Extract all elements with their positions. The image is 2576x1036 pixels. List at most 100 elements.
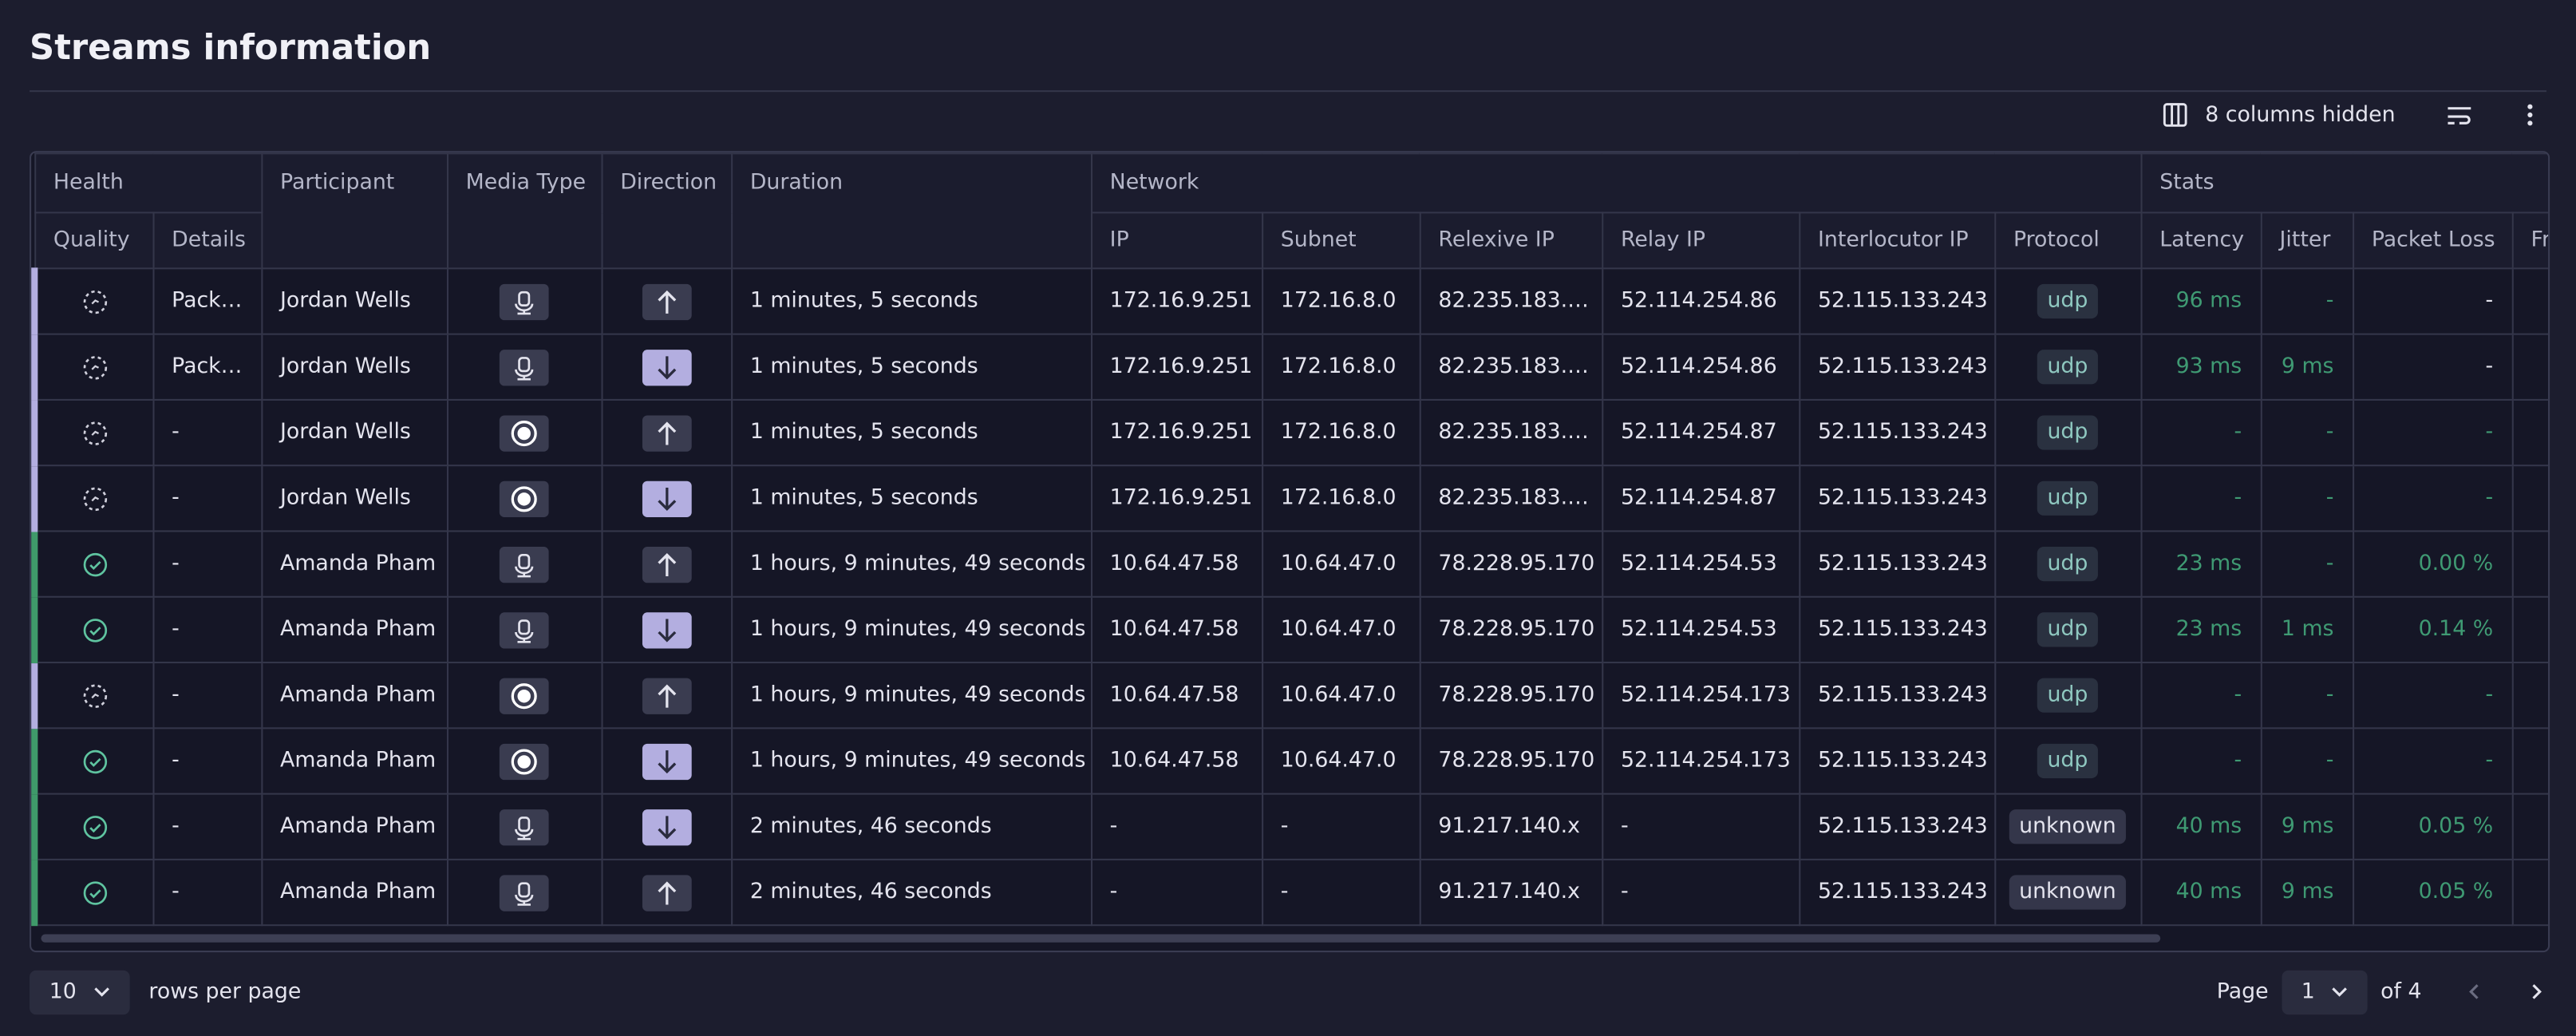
media-type-badge: [500, 743, 549, 779]
packet-loss-cell: -: [2353, 728, 2512, 793]
interlocutor-ip-cell: 52.115.133.243: [1799, 794, 1994, 860]
media-type-badge: [500, 283, 549, 319]
duration-cell: 1 hours, 9 minutes, 49 seconds: [731, 662, 1091, 728]
participant-cell: Jordan Wells: [261, 400, 447, 465]
subnet-cell: 172.16.8.0: [1262, 334, 1420, 400]
ip-cell: 10.64.47.58: [1091, 662, 1262, 728]
stream-row[interactable]: -Amanda Pham1 hours, 9 minutes, 49 secon…: [34, 531, 2550, 596]
interlocutor-ip-cell: 52.115.133.243: [1799, 531, 1994, 596]
quality-icon: [81, 682, 108, 709]
column-header[interactable]: Participant: [261, 153, 447, 268]
prev-page[interactable]: [2464, 982, 2484, 1002]
column-header[interactable]: Interlocutor IP: [1799, 212, 1994, 268]
column-header[interactable]: Fr: [2512, 212, 2550, 268]
column-header[interactable]: Direction: [602, 153, 732, 268]
duration-cell: 1 hours, 9 minutes, 49 seconds: [731, 728, 1091, 793]
protocol-tag: unknown: [2009, 809, 2126, 844]
direction-cell: [602, 400, 732, 465]
direction-cell: [602, 794, 732, 860]
ip-cell: 10.64.47.58: [1091, 531, 1262, 596]
relay-ip-cell: -: [1602, 860, 1799, 925]
media-icon: [500, 809, 549, 844]
jitter-cell: -: [2261, 268, 2353, 334]
direction-badge: [642, 611, 691, 647]
direction-cell: [602, 465, 732, 531]
column-header[interactable]: Quality: [34, 212, 152, 268]
packet-loss-cell: 0.00 %: [2353, 531, 2512, 596]
panel-title: Streams information: [30, 28, 431, 67]
subnet-cell: 172.16.8.0: [1262, 465, 1420, 531]
scrollbar[interactable]: [41, 934, 2160, 942]
relay-ip-cell: 52.114.254.173: [1602, 728, 1799, 793]
quality-cell: [34, 728, 152, 793]
ip-cell: 172.16.9.251: [1091, 268, 1262, 334]
column-header[interactable]: Subnet: [1262, 212, 1420, 268]
overflow-cell: [2512, 597, 2550, 662]
page-size-select[interactable]: 10: [30, 970, 129, 1014]
column-header[interactable]: Latency: [2141, 212, 2261, 268]
column-header[interactable]: Protocol: [1994, 212, 2140, 268]
latency-cell: 23 ms: [2141, 531, 2261, 596]
stream-row[interactable]: -Amanda Pham1 hours, 9 minutes, 49 secon…: [34, 662, 2550, 728]
stream-row[interactable]: -Jordan Wells1 minutes, 5 seconds172.16.…: [34, 465, 2550, 531]
packet-loss-cell: 0.05 %: [2353, 860, 2512, 925]
columns-icon[interactable]: [2163, 102, 2189, 129]
column-header[interactable]: Jitter: [2261, 212, 2353, 268]
relexive-ip-cell: 78.228.95.170: [1420, 597, 1602, 662]
column-header[interactable]: IP: [1091, 212, 1262, 268]
relexive-ip-cell: 91.217.140.x: [1420, 794, 1602, 860]
details-cell: -: [152, 794, 261, 860]
relexive-ip-cell: 78.228.95.170: [1420, 728, 1602, 793]
page-select[interactable]: 1: [2282, 970, 2368, 1014]
stream-row[interactable]: Pack…Jordan Wells1 minutes, 5 seconds172…: [34, 268, 2550, 334]
stream-row[interactable]: -Amanda Pham1 hours, 9 minutes, 49 secon…: [34, 597, 2550, 662]
hidden-columns-button[interactable]: 8 columns hidden: [2205, 103, 2395, 128]
direction-cell: [602, 728, 732, 793]
overflow-cell: [2512, 531, 2550, 596]
stream-row[interactable]: -Amanda Pham2 minutes, 46 seconds--91.21…: [34, 794, 2550, 860]
quality-cell: [34, 268, 152, 334]
group-header-row: HealthParticipantMedia TypeDirectionDura…: [34, 153, 2550, 212]
column-header[interactable]: Duration: [731, 153, 1091, 268]
interlocutor-ip-cell: 52.115.133.243: [1799, 400, 1994, 465]
jitter-cell: 9 ms: [2261, 794, 2353, 860]
packet-loss-cell: -: [2353, 662, 2512, 728]
overflow-cell: [2512, 465, 2550, 531]
quality-icon: [81, 551, 108, 577]
column-header[interactable]: Media Type: [447, 153, 602, 268]
stream-row[interactable]: -Amanda Pham1 hours, 9 minutes, 49 secon…: [34, 728, 2550, 793]
media-type-badge: [500, 611, 549, 647]
column-header[interactable]: Relexive IP: [1420, 212, 1602, 268]
column-header[interactable]: Packet Loss: [2353, 212, 2512, 268]
wrap-icon[interactable]: [2444, 102, 2474, 129]
protocol-tag: udp: [2037, 350, 2098, 384]
latency-cell: 23 ms: [2141, 597, 2261, 662]
interlocutor-ip-cell: 52.115.133.243: [1799, 334, 1994, 400]
column-header[interactable]: Relay IP: [1602, 212, 1799, 268]
participant-cell: Amanda Pham: [261, 794, 447, 860]
quality-cell: [34, 860, 152, 925]
direction-icon: [642, 743, 691, 779]
table-head: HealthParticipantMedia TypeDirectionDura…: [34, 153, 2550, 268]
relexive-ip-cell: 82.235.183.…: [1420, 268, 1602, 334]
media-type-cell: [447, 860, 602, 925]
ip-cell: 10.64.47.58: [1091, 597, 1262, 662]
stream-row[interactable]: -Jordan Wells1 minutes, 5 seconds172.16.…: [34, 400, 2550, 465]
stream-row[interactable]: Pack…Jordan Wells1 minutes, 5 seconds172…: [34, 334, 2550, 400]
overflow-cell: [2512, 794, 2550, 860]
jitter-cell: 9 ms: [2261, 860, 2353, 925]
more-icon[interactable]: [2517, 102, 2543, 129]
quality-icon: [81, 354, 108, 380]
subnet-cell: 10.64.47.0: [1262, 531, 1420, 596]
next-page[interactable]: [2527, 982, 2546, 1002]
column-header[interactable]: Details: [152, 212, 261, 268]
jitter-cell: 9 ms: [2261, 334, 2353, 400]
protocol-cell: udp: [1994, 662, 2140, 728]
ip-cell: -: [1091, 860, 1262, 925]
relay-ip-cell: 52.114.254.53: [1602, 597, 1799, 662]
interlocutor-ip-cell: 52.115.133.243: [1799, 662, 1994, 728]
stream-row[interactable]: -Amanda Pham2 minutes, 46 seconds--91.21…: [34, 860, 2550, 925]
direction-icon: [642, 480, 691, 516]
